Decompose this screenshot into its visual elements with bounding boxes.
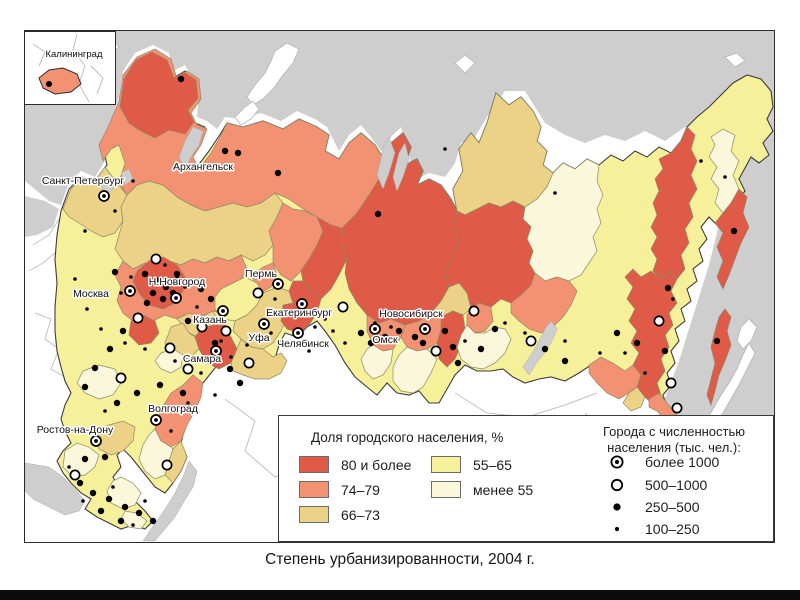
share-legend-title: Доля городского населения, % (311, 430, 504, 445)
city-100-250-icon (614, 526, 620, 532)
swatch-lt-55 (431, 481, 461, 498)
swatch-80-plus (299, 456, 329, 473)
city-label: Екатеринбург (266, 307, 332, 319)
city-label: Волгоград (148, 403, 198, 415)
kaliningrad-label: Калининград (45, 49, 102, 60)
city-label: Санкт-Петербург (42, 175, 125, 187)
map-frame: Санкт-Петербург Архангельск Москва Н.Новгор… (24, 30, 775, 543)
city-label: Новосибирск (379, 308, 443, 320)
region-kola-red (119, 51, 199, 139)
region-krasnodar-cream (62, 442, 100, 478)
city-label: Ростов-на-Дону (37, 424, 114, 436)
cities-legend-title: Города с численностью населения (тыс. че… (579, 424, 769, 455)
map-legend: Доля городского населения, % 80 и более … (278, 415, 774, 542)
swatch-lt-55-label: менее 55 (473, 482, 534, 498)
map-caption: Степень урбанизированности, 2004 г. (265, 551, 535, 568)
city-label: Челябинск (277, 338, 329, 350)
city-label: Казань (193, 314, 227, 326)
city-label: Уфа (248, 332, 269, 344)
region-kaliningrad (38, 67, 82, 95)
swatch-66-73-label: 66–73 (341, 507, 380, 523)
city-label: Н.Новгород (149, 276, 206, 288)
region-irkutsk-salmon (510, 272, 578, 334)
swatch-55-65 (431, 456, 461, 473)
russia-urbanization-map: Санкт-Петербург Архангельск Москва Н.Новгор… (25, 31, 774, 542)
city-label: Пермь (245, 268, 277, 280)
city-label: Самара (183, 353, 221, 365)
swatch-66-73 (299, 506, 329, 523)
kaliningrad-inset-map: Калининград (32, 33, 104, 103)
swatch-80-plus-label: 80 и более (341, 457, 412, 473)
swatch-74-79 (299, 481, 329, 498)
swatch-74-79-label: 74–79 (341, 482, 380, 498)
city-500-1000-label: 500–1000 (645, 477, 708, 493)
region-omsk-south-cream (360, 344, 394, 380)
city-250-500-label: 250–500 (645, 499, 700, 515)
region-jewish-tan (622, 386, 646, 412)
region-altai-cream (392, 346, 438, 394)
kaliningrad-inset: Калининград (24, 31, 116, 105)
city-500-1000-icon (610, 478, 624, 492)
city-over-1000-label: более 1000 (645, 454, 720, 470)
city-over-1000-icon (610, 455, 624, 469)
region-voronezh-cream (76, 364, 122, 400)
city-label: Москва (73, 288, 109, 300)
city-label: Омск (372, 334, 398, 346)
city-label: Архангельск (173, 161, 233, 173)
region-kamchatka-red (714, 188, 750, 290)
city-250-500-icon (613, 503, 621, 511)
swatch-55-65-label: 55–65 (473, 457, 512, 473)
region-tuva-cream (456, 324, 512, 370)
region-rostov-tan (94, 420, 136, 456)
cities-legend-title-line2: населения (тыс. чел.): (607, 439, 741, 455)
region-orenburg-tan (230, 338, 288, 380)
bottom-scan-bar (0, 590, 800, 600)
city-100-250-label: 100–250 (645, 521, 700, 537)
region-sakhalin-red (706, 308, 732, 407)
cities-legend-title-line1: Города с численностью (602, 424, 746, 439)
